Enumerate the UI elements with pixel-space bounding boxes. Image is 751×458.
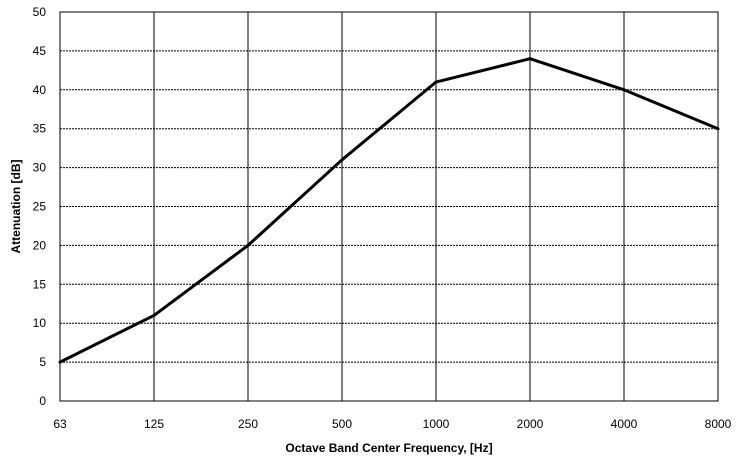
y-tick-label: 25 [33,200,47,214]
attenuation-series-line [59,57,719,364]
y-tick-label: 10 [33,316,47,330]
x-tick-label: 63 [53,417,67,431]
y-tick-label: 15 [33,277,47,291]
data-point [528,57,532,61]
y-tick-label: 40 [33,83,47,97]
y-axis-title: Attenuation [dB] [9,160,23,254]
x-axis-title: Octave Band Center Frequency, [Hz] [285,441,492,455]
x-tick-label: 2000 [517,417,544,431]
x-tick-label: 8000 [705,417,732,431]
data-point [152,313,156,317]
x-tick-label: 4000 [611,417,638,431]
x-tick-label: 125 [144,417,164,431]
data-point [716,127,720,131]
y-tick-label: 30 [33,161,47,175]
series-layer [58,57,720,364]
x-tick-label: 1000 [423,417,450,431]
y-tick-label: 50 [33,5,47,19]
data-point [246,243,250,247]
x-tick-label: 250 [238,417,258,431]
y-tick-label: 20 [33,238,47,252]
y-axis-tick-labels: 0 5 10 15 20 25 30 35 40 45 50 [33,5,47,408]
x-axis-tick-labels: 63 125 250 500 1000 2000 4000 8000 [53,417,731,431]
data-point [58,360,62,364]
y-tick-label: 0 [39,394,46,408]
y-tick-label: 5 [39,355,46,369]
data-point [622,88,626,92]
plot-area-frame [59,11,719,402]
x-tick-label: 500 [332,417,352,431]
y-tick-label: 35 [33,122,47,136]
data-point [434,80,438,84]
horizontal-gridlines [60,50,718,363]
vertical-gridlines [153,12,625,401]
y-tick-label: 45 [33,44,47,58]
data-point [340,158,344,162]
